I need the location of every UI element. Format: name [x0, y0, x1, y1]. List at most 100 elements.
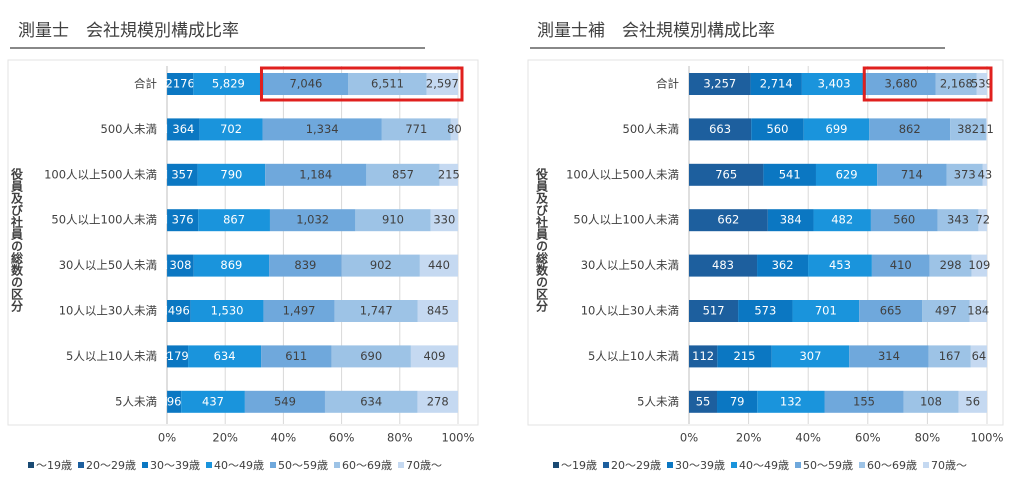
- data-label: 109: [968, 258, 990, 272]
- bar-segment: [757, 254, 809, 277]
- bar-segment: [198, 209, 270, 232]
- bar-segment: [417, 390, 458, 413]
- x-tick-label: 60%: [329, 431, 355, 445]
- data-label: 184: [967, 304, 989, 318]
- data-label: 1: [163, 258, 170, 272]
- bar-segment: [167, 209, 199, 232]
- data-label: 1,032: [296, 213, 329, 227]
- legend-label: 60～69歳: [867, 459, 917, 472]
- x-tick-label: 80%: [387, 431, 413, 445]
- x-tick-label: 20%: [212, 431, 238, 445]
- bar-segment: [869, 118, 951, 141]
- data-label: 845: [427, 304, 449, 318]
- bar-segment: [813, 209, 871, 232]
- bar-segment: [197, 163, 266, 186]
- category-label: 30人以上50人未満: [59, 258, 157, 272]
- legend-label: 20～29歳: [86, 459, 136, 472]
- category-label: 5人以上10人未満: [66, 349, 157, 363]
- bar-segment: [808, 254, 872, 277]
- bar-segment: [929, 254, 972, 277]
- legend-swatch: [28, 462, 34, 468]
- bar-segment: [738, 300, 793, 322]
- data-label: 910: [382, 213, 404, 227]
- bar-segment: [366, 163, 440, 186]
- category-label: 合計: [656, 77, 679, 91]
- data-label: 4: [164, 349, 171, 363]
- bar-segment: [717, 345, 772, 368]
- legend-label: 30～39歳: [675, 459, 725, 472]
- y-axis-title: 役員及び社員の総数の区分: [535, 167, 549, 313]
- legend-swatch: [270, 462, 276, 468]
- legend-swatch: [859, 462, 865, 468]
- legend-label: 40～49歳: [214, 459, 264, 472]
- data-label: 278: [427, 394, 449, 408]
- data-label: 663: [709, 122, 731, 136]
- chart-title: 測量士 会社規模別構成比率: [18, 21, 239, 41]
- bar-segment: [193, 73, 264, 95]
- bar-segment: [750, 73, 802, 95]
- bar-segment: [950, 118, 986, 141]
- bar-segment: [935, 73, 977, 95]
- category-label: 10人以上30人未満: [59, 304, 157, 318]
- bar-segment: [269, 209, 356, 232]
- data-label: 1: [163, 167, 170, 181]
- data-label: 690: [360, 349, 382, 363]
- bar-segment: [801, 73, 867, 95]
- bar-segment: [928, 345, 971, 368]
- data-label: 357: [171, 167, 193, 181]
- bar-segment: [689, 118, 752, 141]
- bar-segment: [976, 73, 987, 95]
- data-label: 517: [703, 304, 725, 318]
- legend-label: 70歳～: [931, 459, 967, 472]
- data-label: 364: [172, 122, 194, 136]
- data-label: 1: [163, 304, 170, 318]
- bar-segment: [262, 118, 382, 141]
- data-label: 1,747: [360, 304, 393, 318]
- legend-label: 40～49歳: [739, 459, 789, 472]
- data-label: 2,714: [760, 77, 793, 91]
- data-label: 539: [971, 77, 993, 91]
- bar-segment: [849, 345, 929, 368]
- bar-segment: [410, 345, 458, 368]
- bar-segment: [717, 390, 758, 413]
- bar-segment: [937, 209, 979, 232]
- data-label: 482: [831, 213, 853, 227]
- bar-segment: [331, 345, 411, 368]
- bar-segment: [985, 118, 987, 141]
- data-label: 771: [405, 122, 427, 136]
- bar-segment: [419, 254, 458, 277]
- data-label: 72: [975, 213, 990, 227]
- data-label: 155: [853, 394, 875, 408]
- bar-segment: [866, 73, 936, 95]
- data-label: 5,829: [212, 77, 245, 91]
- x-tick-label: 40%: [795, 431, 821, 445]
- data-label: 440: [428, 258, 450, 272]
- legend-label: 50～59歳: [803, 459, 853, 472]
- bar-segment: [689, 345, 718, 368]
- bar-segment: [946, 163, 983, 186]
- data-label: 362: [772, 258, 794, 272]
- bar-segment: [439, 163, 458, 186]
- data-label: 496: [168, 304, 190, 318]
- data-label: 373: [954, 167, 976, 181]
- data-label: 790: [220, 167, 242, 181]
- bar-segment: [859, 300, 923, 322]
- legend-label: 20～29歳: [611, 459, 661, 472]
- data-label: 1,497: [283, 304, 316, 318]
- bar-segment: [815, 163, 878, 186]
- x-tick-label: 100%: [442, 431, 475, 445]
- bar-segment: [426, 73, 458, 95]
- bar-segment: [751, 118, 804, 141]
- data-label: 1: [163, 122, 170, 136]
- legend-label: 50～59歳: [278, 459, 328, 472]
- data-label: 215: [734, 349, 756, 363]
- x-tick-label: 0%: [158, 431, 176, 445]
- plot-panel: [527, 59, 1004, 426]
- data-label: 96: [167, 394, 182, 408]
- data-label: 376: [172, 213, 194, 227]
- bar-segment: [167, 163, 198, 186]
- data-label: 64: [972, 349, 987, 363]
- bar-segment: [167, 300, 191, 322]
- bar-segment: [803, 118, 870, 141]
- bar-segment: [689, 254, 758, 277]
